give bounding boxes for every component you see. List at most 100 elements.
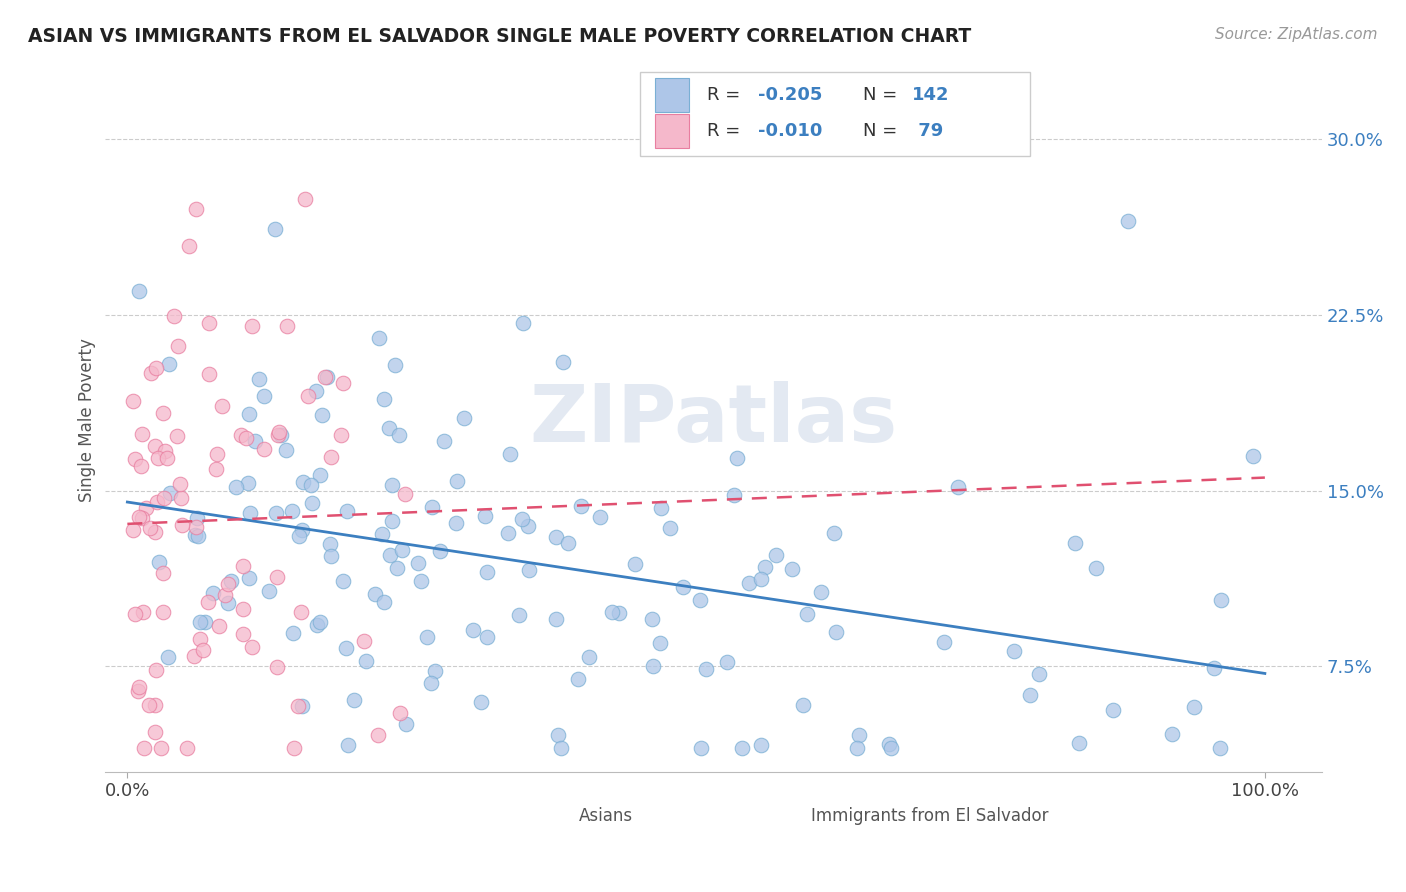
Point — [128, 680, 150, 694]
Point — [266, 570, 288, 584]
Point — [672, 580, 695, 594]
Point — [544, 612, 567, 626]
Point — [145, 361, 167, 376]
Point — [128, 510, 150, 524]
Point — [848, 728, 870, 742]
Text: R =: R = — [707, 122, 747, 140]
Point — [205, 461, 228, 475]
Point — [373, 392, 395, 406]
Point — [229, 427, 252, 442]
Point — [242, 319, 264, 334]
Point — [264, 222, 287, 236]
Point — [765, 548, 787, 562]
Point — [792, 698, 814, 713]
Point — [416, 630, 439, 644]
Point — [197, 595, 219, 609]
Point — [198, 367, 221, 381]
Point — [305, 384, 328, 398]
Point — [567, 672, 589, 686]
Point — [148, 450, 170, 465]
Point — [267, 428, 290, 442]
Point — [232, 558, 254, 573]
Point — [948, 480, 970, 494]
Point — [207, 619, 229, 633]
Point — [152, 566, 174, 580]
Point — [517, 519, 540, 533]
Point — [332, 574, 354, 588]
Point — [132, 606, 155, 620]
Point — [780, 561, 803, 575]
Point — [332, 376, 354, 390]
Point — [321, 549, 343, 563]
Point — [453, 411, 475, 425]
Point — [146, 495, 169, 509]
Point — [1160, 726, 1182, 740]
Point — [217, 596, 239, 610]
Point — [650, 501, 672, 516]
Point — [308, 615, 330, 629]
Point — [371, 526, 394, 541]
Point — [547, 728, 569, 742]
Point — [496, 526, 519, 541]
Point — [159, 486, 181, 500]
Point — [257, 584, 280, 599]
Point — [157, 357, 180, 371]
Point — [299, 478, 322, 492]
Point — [1202, 661, 1225, 675]
Point — [131, 510, 153, 524]
Point — [373, 595, 395, 609]
Point — [1064, 536, 1087, 550]
Point — [291, 523, 314, 537]
Point — [475, 565, 498, 579]
Text: -0.205: -0.205 — [758, 87, 823, 104]
Point — [157, 650, 180, 665]
Point — [377, 421, 399, 435]
Point — [194, 615, 217, 630]
Point — [122, 524, 145, 538]
Point — [433, 434, 456, 448]
Point — [225, 480, 247, 494]
Point — [184, 528, 207, 542]
Point — [152, 406, 174, 420]
Point — [689, 593, 711, 607]
Y-axis label: Single Male Poverty: Single Male Poverty — [79, 338, 96, 502]
Point — [1002, 644, 1025, 658]
Point — [879, 741, 901, 756]
Point — [512, 317, 534, 331]
Point — [389, 706, 412, 721]
FancyBboxPatch shape — [640, 72, 1029, 156]
Point — [1241, 450, 1264, 464]
Point — [211, 399, 233, 413]
Point — [319, 537, 342, 551]
Text: R =: R = — [707, 87, 747, 104]
Text: Source: ZipAtlas.com: Source: ZipAtlas.com — [1215, 27, 1378, 42]
Point — [122, 393, 145, 408]
Point — [236, 476, 259, 491]
Point — [309, 468, 332, 483]
Point — [367, 331, 389, 345]
Point — [129, 459, 152, 474]
Point — [316, 370, 339, 384]
Point — [749, 738, 772, 752]
Point — [411, 574, 433, 589]
Text: ASIAN VS IMMIGRANTS FROM EL SALVADOR SINGLE MALE POVERTY CORRELATION CHART: ASIAN VS IMMIGRANTS FROM EL SALVADOR SIN… — [28, 27, 972, 45]
Point — [156, 450, 179, 465]
FancyBboxPatch shape — [655, 78, 689, 112]
Point — [378, 548, 401, 562]
Point — [287, 698, 309, 713]
Point — [288, 529, 311, 543]
Point — [463, 623, 485, 637]
Point — [474, 508, 496, 523]
Point — [170, 518, 193, 533]
Point — [198, 316, 221, 330]
Point — [384, 359, 406, 373]
Point — [429, 544, 451, 558]
Point — [388, 428, 411, 442]
Point — [725, 450, 748, 465]
Point — [281, 504, 304, 518]
Point — [243, 434, 266, 448]
Point — [139, 521, 162, 535]
Point — [932, 635, 955, 649]
Point — [381, 477, 404, 491]
Point — [291, 698, 314, 713]
